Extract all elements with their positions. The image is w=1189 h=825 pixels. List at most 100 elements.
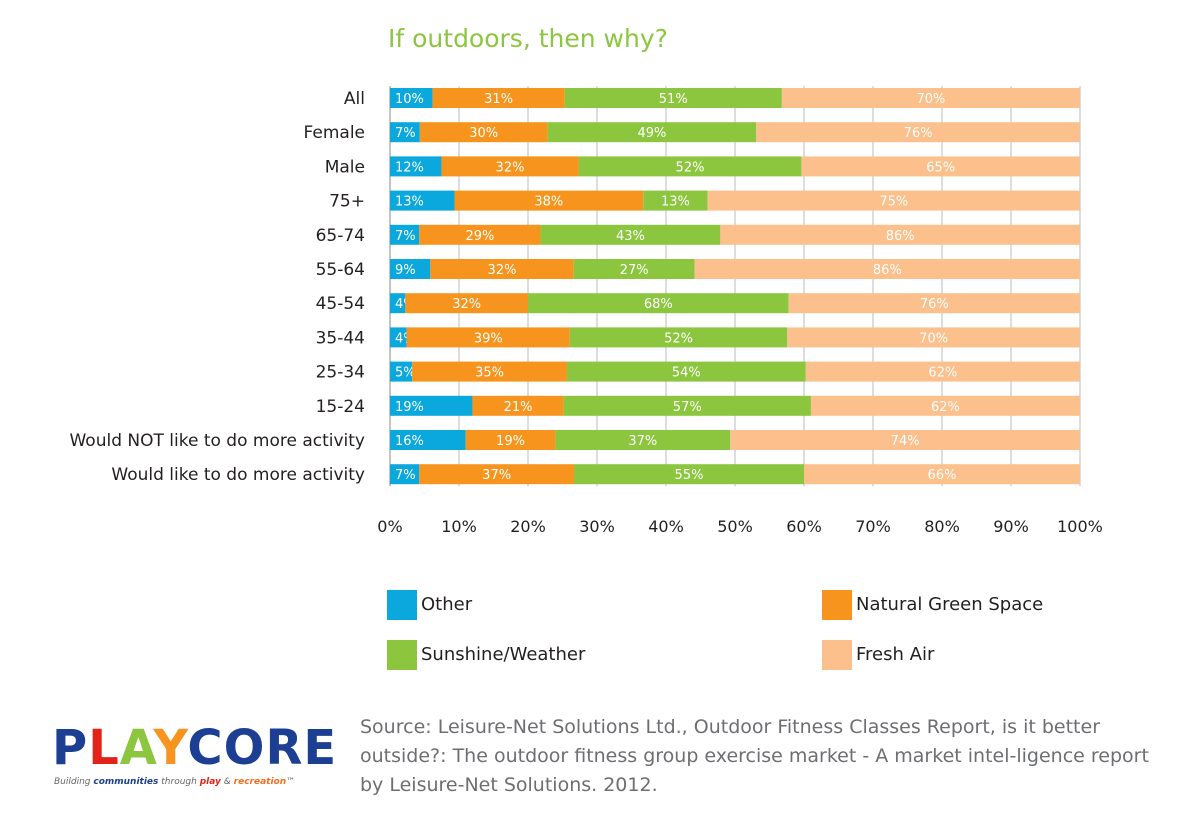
- data-label-fresh-air-female: 76%: [904, 126, 933, 141]
- bar-fresh-air-65-74: [720, 224, 1080, 245]
- logo-letter: O: [223, 720, 266, 776]
- data-label-other-15-24: 19%: [395, 400, 424, 415]
- data-label-fresh-air-35-44: 70%: [919, 331, 948, 346]
- bar-other-25-34: [390, 361, 413, 382]
- bar-natural-green-space-75: [454, 190, 644, 211]
- bar-natural-green-space-35-44: [406, 327, 570, 348]
- data-label-sunshine-weather-would-like-to-do-more-activity: 55%: [675, 468, 704, 483]
- bar-sunshine-weather-male: [578, 156, 802, 177]
- data-label-sunshine-weather-all: 51%: [659, 92, 688, 107]
- bar-other-would-not-like-to-do-more-activity: [390, 430, 466, 450]
- bar-fresh-air-15-24: [810, 395, 1080, 416]
- data-label-natural-green-space-65-74: 29%: [465, 229, 494, 244]
- data-label-sunshine-weather-45-54: 68%: [644, 297, 673, 312]
- data-label-fresh-air-25-34: 62%: [928, 366, 957, 381]
- bar-natural-green-space-55-64: [430, 259, 574, 279]
- bar-sunshine-weather-35-44: [569, 327, 788, 348]
- data-label-other-would-like-to-do-more-activity: 7%: [395, 468, 416, 483]
- data-label-fresh-air-would-like-to-do-more-activity: 66%: [928, 468, 957, 483]
- data-label-natural-green-space-15-24: 21%: [504, 400, 533, 415]
- data-label-natural-green-space-male: 32%: [496, 160, 525, 175]
- data-label-fresh-air-would-not-like-to-do-more-activity: 74%: [891, 434, 920, 449]
- playcore-logo: PLAYCORE Building communities through pl…: [52, 720, 336, 792]
- data-label-natural-green-space-would-not-like-to-do-more-activity: 19%: [496, 434, 525, 449]
- bar-other-15-24: [390, 395, 473, 416]
- bar-other-female: [390, 122, 420, 143]
- bar-fresh-air-would-like-to-do-more-activity: [804, 464, 1080, 485]
- data-label-sunshine-weather-25-34: 54%: [672, 366, 701, 381]
- logo-tagline-part: &: [220, 777, 234, 787]
- bar-sunshine-weather-would-not-like-to-do-more-activity: [555, 430, 731, 450]
- bar-natural-green-space-15-24: [472, 395, 564, 416]
- data-label-natural-green-space-female: 30%: [469, 126, 498, 141]
- x-tick-label-5: 50%: [717, 517, 753, 536]
- bar-sunshine-weather-15-24: [563, 395, 811, 416]
- data-label-natural-green-space-would-like-to-do-more-activity: 37%: [482, 468, 511, 483]
- bar-natural-green-space-65-74: [419, 224, 541, 245]
- legend-label-sunshine-weather: Sunshine/Weather: [421, 644, 586, 665]
- data-label-sunshine-weather-male: 52%: [676, 160, 705, 175]
- x-tick-label-6: 60%: [786, 517, 822, 536]
- data-label-sunshine-weather-65-74: 43%: [616, 229, 645, 244]
- bar-natural-green-space-all: [432, 88, 565, 108]
- bar-natural-green-space-male: [441, 156, 579, 177]
- bar-natural-green-space-25-34: [412, 361, 567, 382]
- data-label-other-all: 10%: [395, 92, 424, 107]
- x-tick-label-2: 20%: [510, 517, 546, 536]
- category-label-would-like-to-do-more-activity: Would like to do more activity: [111, 465, 365, 485]
- category-label-45-54: 45-54: [316, 294, 365, 314]
- data-label-other-65-74: 7%: [395, 229, 416, 244]
- data-label-natural-green-space-55-64: 32%: [488, 263, 517, 278]
- bar-fresh-air-would-not-like-to-do-more-activity: [730, 430, 1080, 450]
- data-label-other-75: 13%: [395, 195, 424, 210]
- logo-tagline: Building communities through play & recr…: [54, 777, 295, 787]
- bar-sunshine-weather-55-64: [573, 259, 695, 279]
- data-label-fresh-air-male: 65%: [926, 160, 955, 175]
- bar-natural-green-space-female: [419, 122, 548, 143]
- bar-other-75: [390, 190, 455, 211]
- data-label-fresh-air-all: 70%: [916, 92, 945, 107]
- category-label-55-64: 55-64: [316, 260, 365, 280]
- logo-tagline-part: through: [158, 777, 200, 787]
- bar-natural-green-space-would-like-to-do-more-activity: [419, 464, 574, 485]
- bar-fresh-air-75: [707, 190, 1080, 211]
- bar-fresh-air-45-54: [788, 293, 1080, 314]
- bar-sunshine-weather-75: [643, 190, 708, 211]
- logo-letter: L: [88, 720, 120, 776]
- data-label-sunshine-weather-would-not-like-to-do-more-activity: 37%: [628, 434, 657, 449]
- data-label-fresh-air-55-64: 86%: [873, 263, 902, 278]
- category-label-female: Female: [304, 123, 365, 143]
- data-label-fresh-air-45-54: 76%: [920, 297, 949, 312]
- x-tick-label-8: 80%: [924, 517, 960, 536]
- data-label-natural-green-space-all: 31%: [484, 92, 513, 107]
- bar-fresh-air-male: [801, 156, 1080, 177]
- bar-sunshine-weather-45-54: [528, 293, 789, 314]
- bar-sunshine-weather-65-74: [540, 224, 721, 245]
- legend-swatch-fresh-air: [822, 640, 852, 670]
- x-tick-label-9: 90%: [993, 517, 1029, 536]
- x-tick-label-4: 40%: [648, 517, 684, 536]
- bar-other-would-like-to-do-more-activity: [390, 464, 420, 485]
- logo-letter: Y: [153, 720, 188, 776]
- data-label-natural-green-space-25-34: 35%: [475, 366, 504, 381]
- logo-letter: E: [303, 720, 338, 776]
- bar-natural-green-space-would-not-like-to-do-more-activity: [465, 430, 556, 450]
- logo-tagline-part: ™: [286, 777, 296, 787]
- legend-swatch-sunshine-weather: [387, 640, 417, 670]
- source-note: Source: Leisure-Net Solutions Ltd., Outd…: [360, 716, 1149, 796]
- bar-fresh-air-55-64: [694, 259, 1080, 279]
- logo-letter: A: [119, 720, 154, 776]
- data-label-natural-green-space-35-44: 39%: [474, 331, 503, 346]
- bar-fresh-air-female: [756, 122, 1080, 143]
- bar-other-55-64: [390, 259, 431, 279]
- logo-tagline-part: communities: [93, 777, 159, 787]
- data-label-sunshine-weather-female: 49%: [637, 126, 666, 141]
- data-label-natural-green-space-45-54: 32%: [452, 297, 481, 312]
- category-label-all: All: [344, 89, 365, 109]
- category-label-65-74: 65-74: [316, 226, 365, 246]
- logo-letter: P: [52, 720, 89, 776]
- bar-natural-green-space-45-54: [405, 293, 528, 314]
- bar-sunshine-weather-25-34: [566, 361, 806, 382]
- data-label-fresh-air-75: 75%: [879, 195, 908, 210]
- data-label-sunshine-weather-75: 13%: [661, 195, 690, 210]
